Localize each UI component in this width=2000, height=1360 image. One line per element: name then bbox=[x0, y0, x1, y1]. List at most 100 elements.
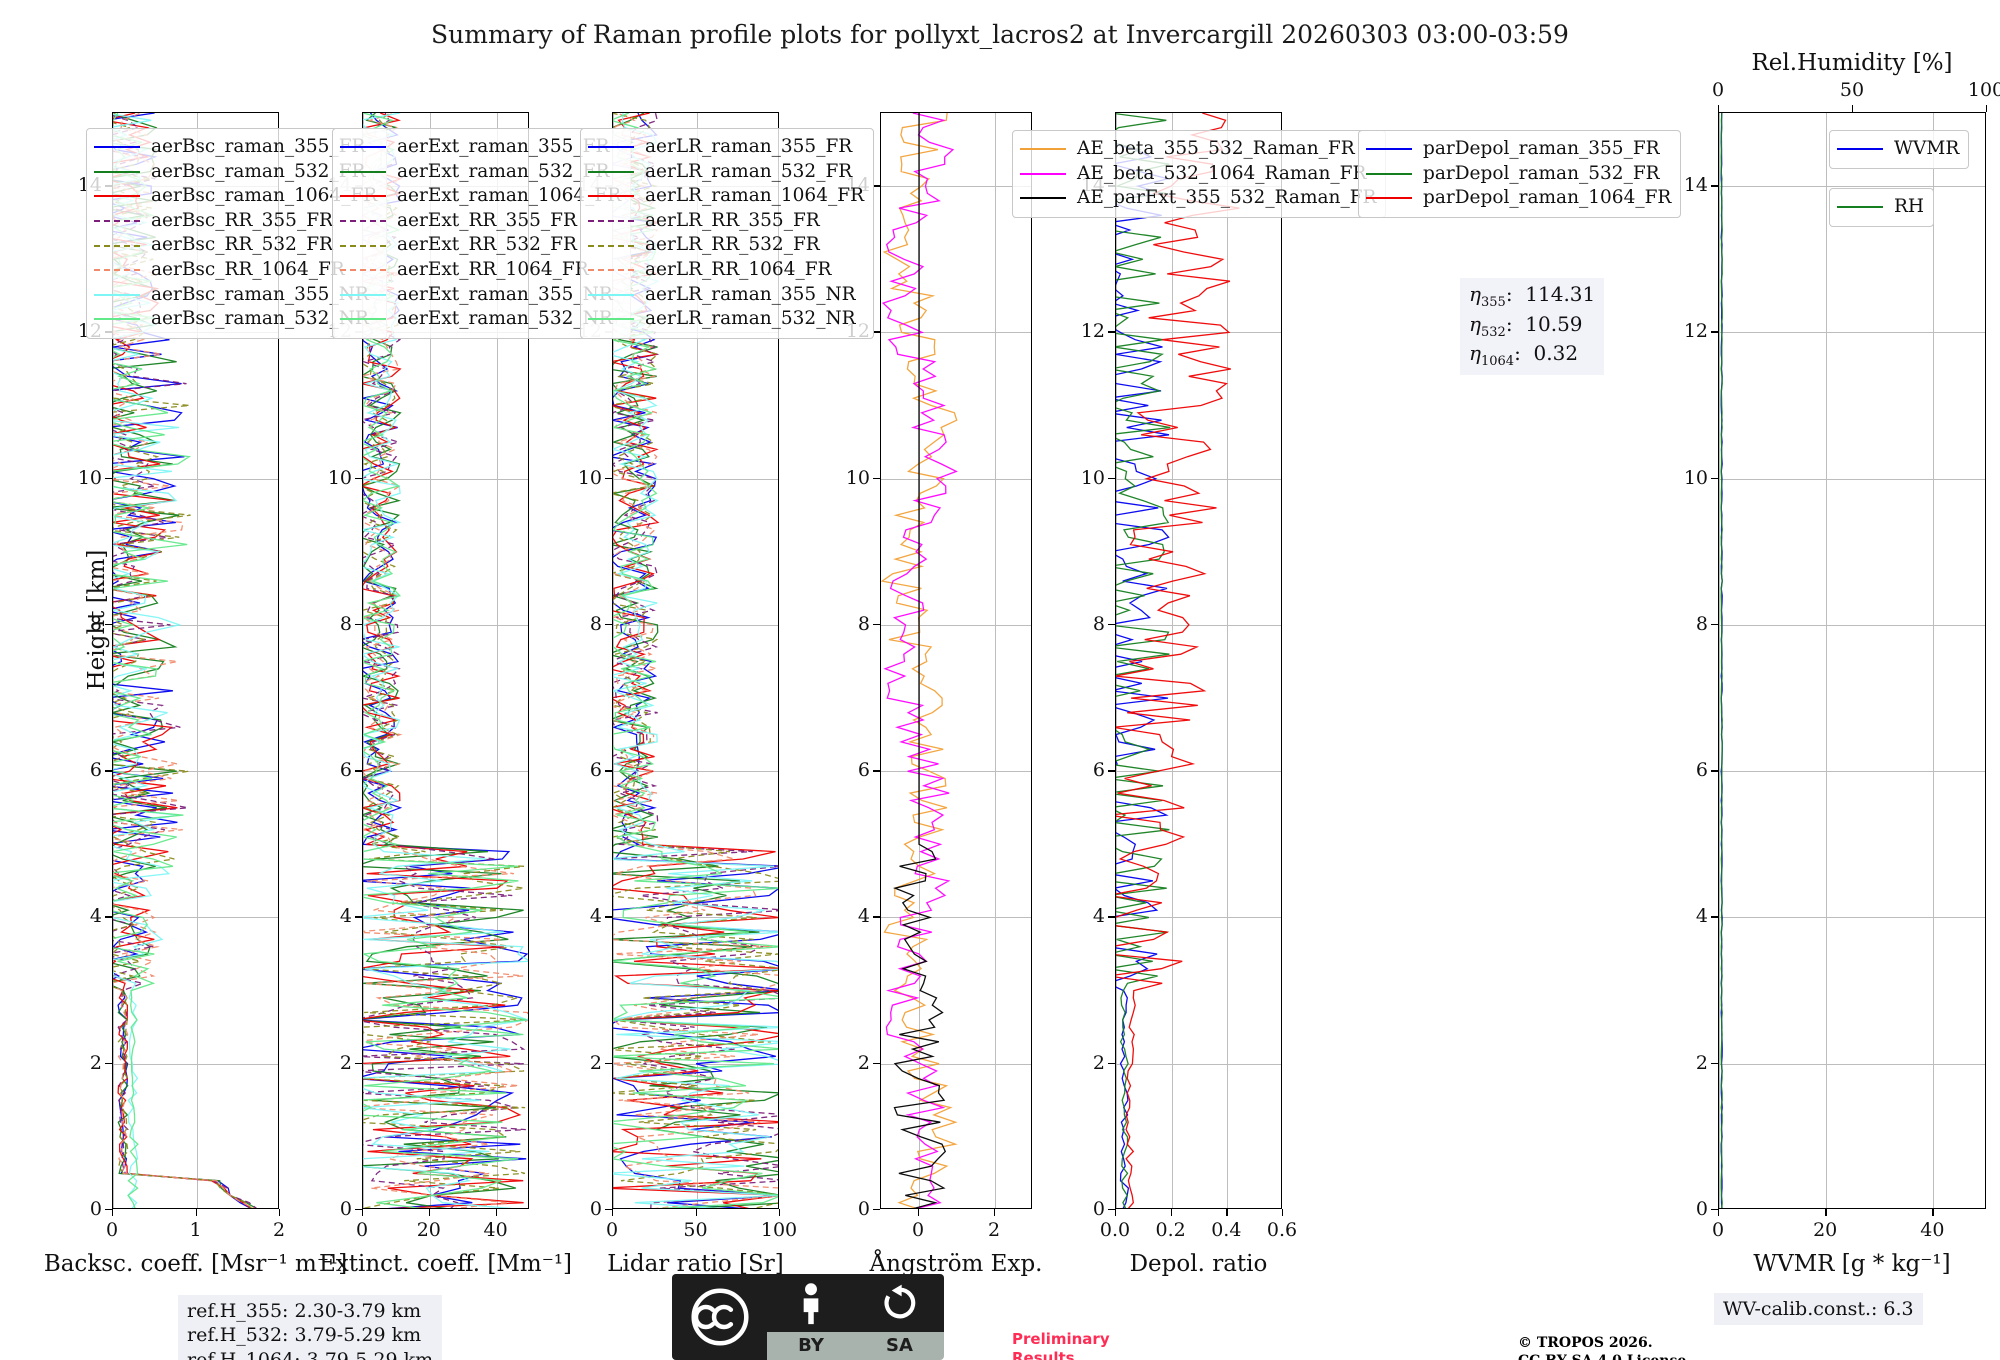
legend-item[interactable]: aerExt_raman_1064_FR bbox=[340, 184, 621, 209]
gridline-h bbox=[363, 917, 528, 919]
legend-label: aerLR_raman_355_FR bbox=[645, 136, 853, 158]
legend-color-swatch bbox=[588, 195, 634, 198]
x-tick-label: 2 bbox=[272, 1219, 286, 1241]
y-tick-label: 8 bbox=[1092, 612, 1105, 635]
legend-item[interactable]: aerLR_raman_355_FR bbox=[588, 135, 864, 160]
preliminary-line-2: Results. bbox=[1012, 1348, 1081, 1360]
gridline-v bbox=[429, 113, 431, 1208]
x-tick-label: 0.2 bbox=[1155, 1219, 1186, 1241]
legend-wvmr-rh-1[interactable]: RH bbox=[1829, 188, 1935, 227]
legend-item[interactable]: AE_parExt_355_532_Raman_FR bbox=[1020, 186, 1376, 211]
legend-color-swatch bbox=[1366, 148, 1412, 151]
legend-label: aerBsc_raman_1064_FR bbox=[151, 185, 378, 207]
gridline-h bbox=[1719, 624, 1985, 626]
legend-item[interactable]: AE_beta_355_532_Raman_FR bbox=[1020, 137, 1376, 162]
legend-wvmr-rh-0[interactable]: WVMR bbox=[1829, 130, 1970, 169]
legend-angstrom[interactable]: AE_beta_355_532_Raman_FR AE_beta_532_1064… bbox=[1012, 130, 1387, 218]
y-tick-label: 6 bbox=[1092, 759, 1105, 782]
legend-item[interactable]: aerExt_raman_532_FR bbox=[340, 160, 621, 185]
x-tick bbox=[362, 1209, 364, 1216]
y-tick bbox=[873, 916, 880, 918]
x-axis-label-backscatter: Backsc. coeff. [Msr⁻¹ m⁻¹] bbox=[43, 1251, 348, 1277]
legend-depolarization[interactable]: parDepol_raman_355_FR parDepol_raman_532_… bbox=[1358, 130, 1682, 218]
y-tick bbox=[355, 916, 362, 918]
legend-item[interactable]: aerLR_RR_355_FR bbox=[588, 209, 864, 234]
legend-item[interactable]: aerExt_RR_532_FR bbox=[340, 233, 621, 258]
series-line bbox=[1116, 113, 1171, 1208]
legend-item[interactable]: aerBsc_raman_532_NR bbox=[94, 307, 377, 332]
legend-color-swatch bbox=[94, 318, 140, 321]
y-tick-label: 10 bbox=[1683, 466, 1708, 489]
legend-color-swatch bbox=[588, 244, 634, 247]
y-tick bbox=[605, 623, 612, 626]
reference-height-box: ref.H_355: 2.30-3.79 km ref.H_532: 3.79-… bbox=[178, 1295, 443, 1360]
plot-area-depolarization bbox=[1115, 112, 1282, 1209]
y-tick-label: 4 bbox=[339, 905, 352, 928]
series-line bbox=[113, 113, 253, 1208]
legend-color-swatch bbox=[1837, 148, 1883, 151]
y-tick-label: 12 bbox=[1080, 320, 1105, 343]
gridline-h bbox=[613, 1063, 778, 1065]
legend-item[interactable]: AE_beta_532_1064_Raman_FR bbox=[1020, 162, 1376, 187]
eta-line-355: η355: 114.31 bbox=[1469, 282, 1596, 310]
y-tick bbox=[355, 1062, 362, 1065]
legend-color-swatch bbox=[588, 220, 634, 223]
legend-lidar-ratio[interactable]: aerLR_raman_355_FR aerLR_raman_532_FR aerL… bbox=[580, 128, 874, 339]
y-tick bbox=[1711, 770, 1718, 772]
cc-license-badge: BY SA bbox=[672, 1274, 944, 1360]
y-tick bbox=[355, 1209, 362, 1211]
page-title: Summary of Raman profile plots for polly… bbox=[431, 20, 1569, 49]
legend-item[interactable]: aerLR_raman_355_NR bbox=[588, 283, 864, 308]
legend-item[interactable]: aerLR_RR_1064_FR bbox=[588, 258, 864, 283]
legend-color-swatch bbox=[340, 293, 386, 296]
legend-item[interactable]: aerBsc_raman_532_FR bbox=[94, 160, 377, 185]
gridline-v bbox=[1933, 113, 1935, 1208]
legend-item[interactable]: aerExt_RR_1064_FR bbox=[340, 258, 621, 283]
y-tick bbox=[1711, 477, 1718, 480]
y-tick bbox=[1108, 770, 1115, 772]
y-tick-label: 10 bbox=[77, 466, 102, 489]
legend-item[interactable]: aerExt_raman_532_NR bbox=[340, 307, 621, 332]
gridline-h bbox=[1719, 478, 1985, 480]
gridline-h bbox=[363, 624, 528, 626]
x-tick bbox=[112, 1209, 114, 1216]
y-tick-label: 10 bbox=[327, 466, 352, 489]
legend-label: aerExt_raman_532_NR bbox=[397, 308, 613, 330]
y-tick bbox=[605, 1062, 612, 1065]
legend-label: aerLR_raman_1064_FR bbox=[645, 185, 864, 207]
y-tick-label: 6 bbox=[1695, 759, 1708, 782]
y-tick-label: 4 bbox=[89, 905, 102, 928]
legend-item[interactable]: parDepol_raman_1064_FR bbox=[1366, 186, 1671, 211]
legend-item[interactable]: aerExt_raman_355_FR bbox=[340, 135, 621, 160]
legend-item[interactable]: parDepol_raman_532_FR bbox=[1366, 162, 1671, 187]
y-tick-label: 6 bbox=[89, 759, 102, 782]
legend-item[interactable]: aerBsc_raman_355_NR bbox=[94, 283, 377, 308]
series-line bbox=[881, 113, 958, 1208]
legend-color-swatch bbox=[340, 195, 386, 198]
legend-item[interactable]: aerLR_raman_532_NR bbox=[588, 307, 864, 332]
x-tick-label: 0.0 bbox=[1099, 1219, 1131, 1241]
legend-item[interactable]: aerBsc_RR_355_FR bbox=[94, 209, 377, 234]
legend-label: aerLR_raman_355_NR bbox=[645, 283, 856, 305]
gridline-v bbox=[113, 113, 114, 1208]
legend-item[interactable]: aerBsc_RR_1064_FR bbox=[94, 258, 377, 283]
legend-label: aerExt_RR_1064_FR bbox=[397, 259, 589, 281]
legend-item[interactable]: aerExt_RR_355_FR bbox=[340, 209, 621, 234]
legend-item[interactable]: aerLR_raman_532_FR bbox=[588, 160, 864, 185]
legend-item[interactable]: aerBsc_RR_532_FR bbox=[94, 233, 377, 258]
y-tick-label: 10 bbox=[1080, 466, 1105, 489]
legend-color-swatch bbox=[94, 220, 140, 223]
legend-item[interactable]: aerBsc_raman_1064_FR bbox=[94, 184, 377, 209]
gridline-h bbox=[881, 332, 1031, 334]
legend-item[interactable]: aerLR_RR_532_FR bbox=[588, 233, 864, 258]
gridline-h bbox=[881, 917, 1031, 919]
legend-item[interactable]: aerLR_raman_1064_FR bbox=[588, 184, 864, 209]
legend-item[interactable]: aerExt_raman_355_NR bbox=[340, 283, 621, 308]
legend-color-swatch bbox=[340, 244, 386, 247]
gridline-h bbox=[1116, 771, 1281, 773]
gridline-h bbox=[1719, 771, 1985, 773]
legend-label: AE_beta_532_1064_Raman_FR bbox=[1077, 162, 1367, 184]
legend-item[interactable]: parDepol_raman_355_FR bbox=[1366, 137, 1671, 162]
legend-item[interactable]: aerBsc_raman_355_FR bbox=[94, 135, 377, 160]
gridline-h bbox=[613, 478, 778, 480]
